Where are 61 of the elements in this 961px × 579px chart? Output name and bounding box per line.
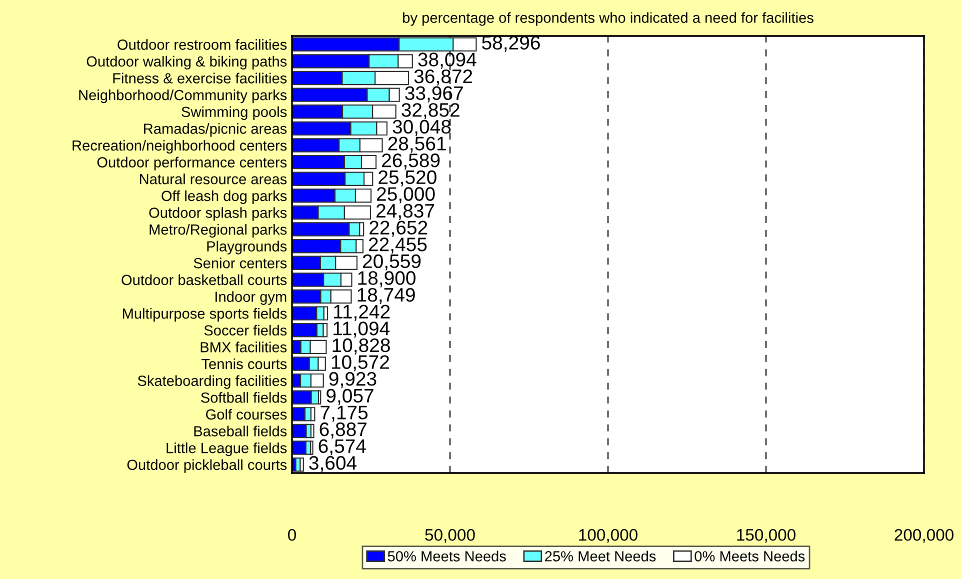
chart-title: by percentage of respondents who indicated a need for facilities [403,12,814,26]
x-tick-label: 0 [288,528,296,541]
total-label: 22,652 [370,220,428,237]
total-label: 10,828 [332,338,390,354]
y-tick-label: Golf courses [206,408,287,420]
y-tick-label: Outdoor basketball courts [122,274,287,286]
total-label: 9,057 [326,388,374,405]
total-label: 22,455 [368,238,427,254]
total-label: 20,559 [363,254,421,270]
y-tick-label: Recreation/neighborhood centers [72,140,287,154]
y-tick-label: Baseball fields [194,426,287,436]
total-label: 30,048 [392,120,451,136]
total-label: 26,589 [382,154,440,170]
y-tick-label: Senior centers [194,258,287,268]
total-label: 25,000 [377,187,435,204]
y-tick-label: Multipurpose sports fields [122,308,287,322]
total-label: 24,837 [376,204,434,220]
y-tick-label: Softball fields [201,392,287,403]
y-tick-label: Natural resource areas [140,174,287,184]
total-label: 7,175 [320,406,368,422]
total-label: 33,967 [405,86,463,102]
y-tick-label: Soccer fields [204,324,287,336]
y-tick-label: Neighborhood/Community parks [79,90,287,104]
x-tick-label: 50,000 [425,528,475,543]
total-label: 32,852 [402,103,460,120]
total-label: 9,923 [329,372,376,388]
x-tick-label: 200,000 [894,528,954,543]
legend-label: 25% Meet Needs [545,550,656,562]
y-tick-label: Outdoor performance centers [97,156,287,170]
y-tick-label: Little League fields [166,442,287,456]
y-tick-label: Indoor gym [216,291,286,305]
y-tick-label: Playgrounds [207,240,287,254]
total-label: 11,242 [334,304,390,321]
total-label: 36,872 [414,69,472,86]
total-label: 28,561 [388,136,446,153]
legend-label: 0% Meets Needs [694,550,805,562]
y-tick-label: Off leash dog parks [162,190,287,204]
total-label: 18,749 [358,288,415,304]
total-label: 11,094 [334,322,390,338]
y-tick-label: Outdoor walking & biking paths [86,56,287,70]
y-tick-label: Skateboarding facilities [138,375,287,389]
x-tick-label: 150,000 [737,528,796,543]
total-label: 38,094 [418,52,476,69]
y-tick-label: Outdoor pickleball courts [127,459,287,473]
y-tick-label: Fitness & exercise facilities [113,72,287,84]
y-tick-label: Tennis courts [202,358,287,370]
total-label: 58,296 [482,36,540,52]
total-label: 6,574 [318,439,366,456]
y-tick-label: Swimming pools [182,106,287,120]
y-tick-label: Outdoor splash parks [149,207,287,221]
y-tick-label: Metro/Regional parks [150,224,287,238]
total-label: 3,604 [309,456,357,472]
total-label: 6,887 [320,422,366,438]
y-tick-label: BMX facilities [200,342,287,352]
legend-label: 50% Meets Needs [388,550,506,562]
x-tick-label: 100,000 [579,528,638,543]
total-label: 18,900 [358,271,416,288]
y-tick-label: Ramadas/picnic areas [144,123,287,137]
total-label: 25,520 [378,170,436,186]
y-tick-label: Outdoor restroom facilities [118,39,287,50]
total-label: 10,572 [332,355,389,372]
